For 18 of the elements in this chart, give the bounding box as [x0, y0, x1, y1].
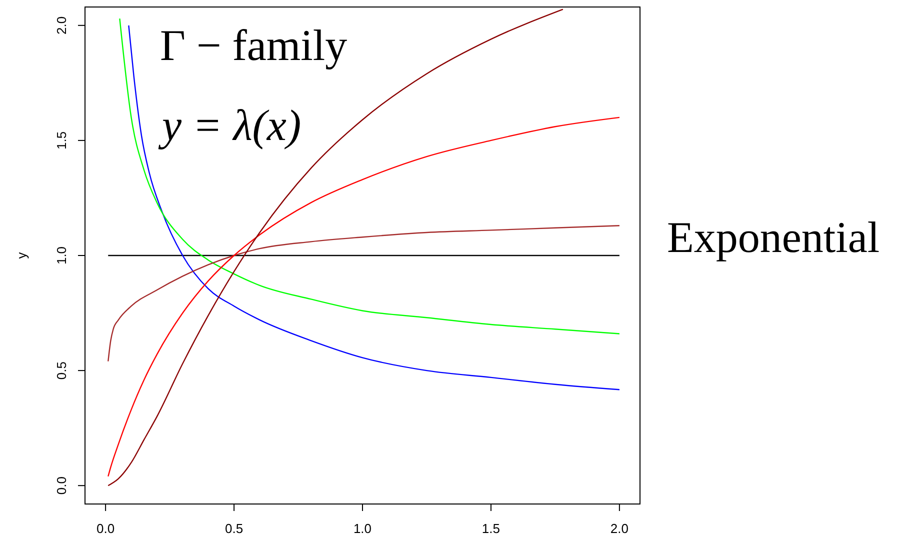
annotation: y = λ(x)	[158, 101, 302, 150]
line-series	[128, 24, 620, 390]
line-series	[108, 224, 620, 362]
x-tick-label: 2.0	[610, 521, 628, 536]
y-axis-title: y	[14, 252, 29, 259]
x-tick-label: 1.5	[482, 521, 500, 536]
x-tick-label: 1.0	[353, 521, 372, 536]
y-tick-label: 0.5	[54, 362, 69, 380]
line-series	[108, 8, 564, 486]
x-tick-label: 0.5	[224, 521, 244, 536]
y-tick-label: 0.0	[54, 476, 69, 495]
line-series	[119, 18, 620, 334]
y-tick-label: 1.0	[54, 246, 69, 265]
y-tick-label: 2.0	[54, 16, 69, 34]
annotation: Γ − family	[160, 21, 348, 70]
text: Exponential	[667, 213, 880, 262]
x-tick-label: 0.0	[96, 521, 115, 536]
y-tick-label: 1.5	[54, 131, 69, 150]
